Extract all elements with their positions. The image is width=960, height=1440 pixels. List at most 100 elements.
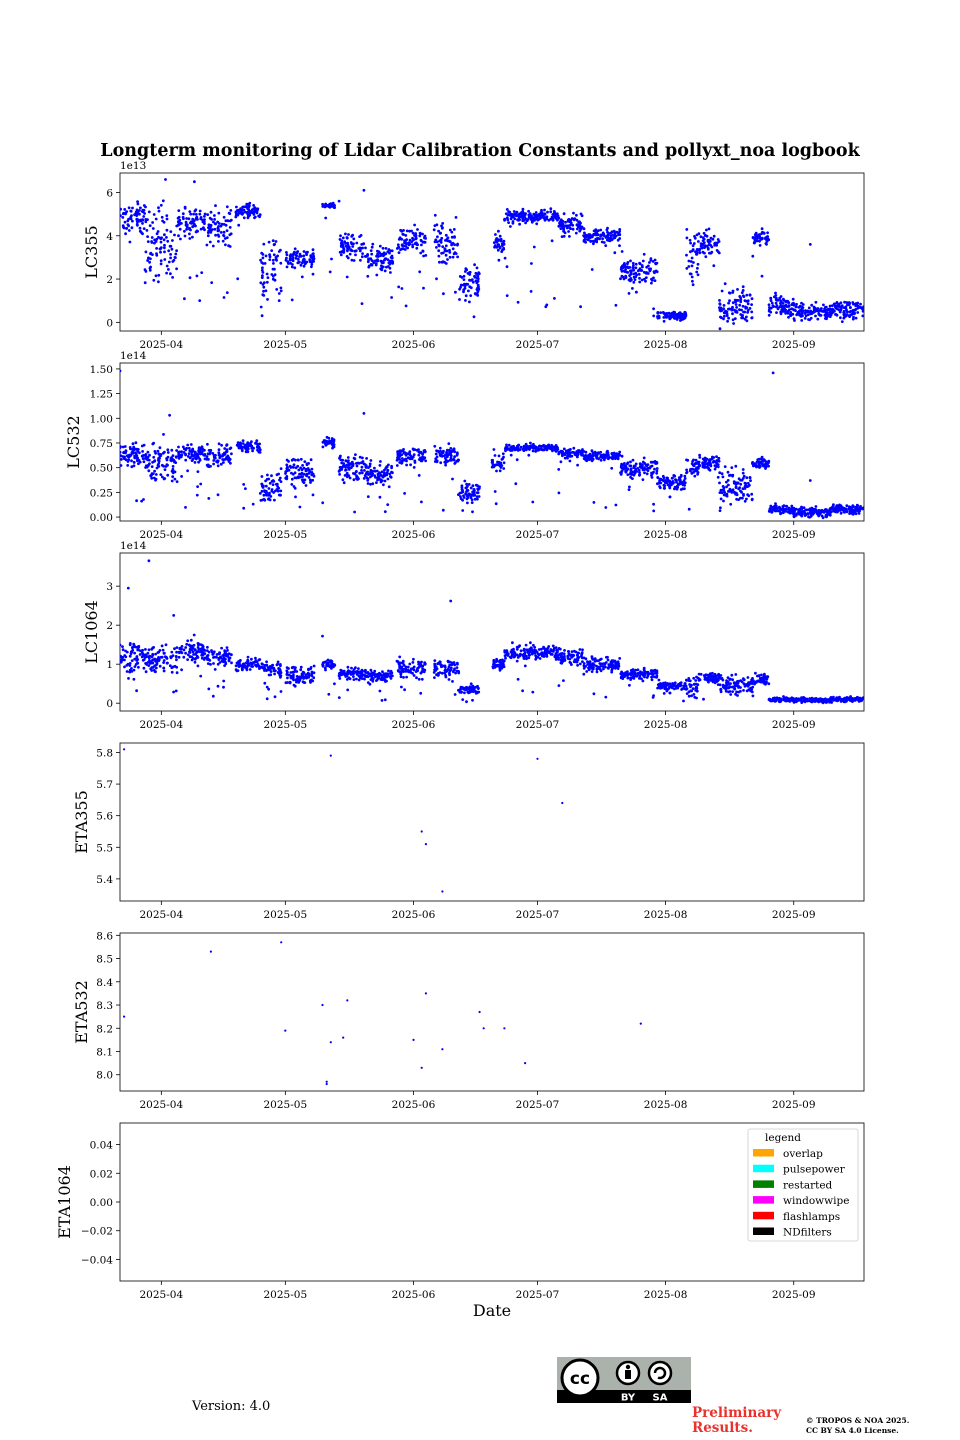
data-point — [679, 473, 683, 477]
data-point — [144, 250, 148, 254]
data-point — [461, 283, 465, 287]
data-point — [446, 236, 450, 240]
data-point — [806, 512, 810, 516]
data-point — [568, 226, 572, 230]
data-point — [557, 451, 561, 454]
data-point — [378, 251, 382, 255]
x-tick-label: 2025-06 — [392, 339, 436, 351]
data-point — [537, 448, 541, 452]
data-point — [265, 660, 268, 664]
data-point — [271, 483, 275, 486]
data-point — [698, 453, 701, 457]
data-point — [741, 285, 745, 289]
data-point — [715, 455, 718, 458]
data-point — [380, 674, 384, 677]
data-point — [174, 655, 178, 658]
data-point — [209, 448, 213, 452]
data-point — [538, 444, 541, 448]
data-point — [728, 291, 732, 295]
data-point — [741, 289, 745, 292]
data-point — [557, 491, 561, 495]
data-point — [745, 319, 749, 323]
data-point — [707, 243, 711, 247]
data-point — [273, 278, 277, 282]
data-point — [717, 251, 721, 255]
data-point — [418, 663, 422, 667]
data-point — [618, 237, 622, 240]
data-point — [716, 465, 720, 469]
data-point — [166, 239, 170, 243]
data-point — [309, 458, 313, 462]
data-point — [226, 655, 230, 658]
data-point — [222, 660, 225, 664]
data-point — [310, 256, 314, 260]
data-point — [214, 233, 218, 237]
data-point — [225, 236, 229, 240]
data-point — [509, 225, 512, 228]
data-point — [403, 451, 407, 455]
data-point — [285, 251, 288, 254]
data-point — [146, 450, 150, 454]
data-point — [235, 443, 239, 447]
data-point — [582, 234, 585, 238]
data-point — [609, 234, 613, 238]
data-point — [444, 453, 447, 457]
data-point — [373, 474, 377, 477]
data-point — [134, 452, 138, 456]
data-point — [222, 685, 225, 689]
data-point — [367, 258, 370, 262]
data-point — [467, 492, 471, 496]
data-point — [824, 317, 827, 320]
data-point — [206, 234, 210, 238]
data-point — [638, 473, 642, 477]
data-point — [744, 482, 748, 485]
y-tick-label: 0.25 — [90, 487, 113, 499]
data-point — [851, 301, 855, 304]
data-point — [771, 508, 775, 511]
data-point — [767, 303, 771, 307]
data-point — [507, 443, 511, 447]
data-point — [415, 448, 419, 452]
data-point — [337, 199, 341, 203]
data-point — [648, 268, 652, 272]
data-point — [374, 262, 378, 265]
data-point — [267, 487, 271, 490]
data-point — [273, 273, 277, 277]
data-point — [624, 274, 628, 278]
data-point — [273, 672, 276, 676]
data-point — [158, 456, 162, 460]
data-point — [727, 316, 730, 320]
data-point — [822, 303, 825, 307]
data-point — [652, 314, 656, 318]
data-point — [207, 497, 211, 500]
data-point — [609, 231, 613, 235]
data-point — [354, 253, 357, 257]
data-point — [151, 460, 155, 464]
data-point — [579, 227, 583, 231]
data-point — [296, 258, 300, 261]
data-point — [304, 673, 308, 677]
data-point — [196, 470, 200, 473]
data-point — [469, 294, 473, 297]
data-point — [390, 466, 393, 470]
data-point — [604, 244, 608, 248]
data-point — [311, 272, 315, 276]
data-point — [559, 460, 563, 464]
data-point — [311, 493, 315, 497]
data-point — [708, 239, 712, 243]
data-point — [741, 316, 745, 320]
data-point — [690, 264, 694, 268]
data-point — [246, 441, 250, 444]
data-point — [360, 465, 364, 469]
data-point — [127, 206, 131, 210]
data-point — [445, 249, 449, 253]
data-point — [279, 467, 283, 470]
data-point — [301, 475, 304, 479]
data-point — [310, 260, 314, 264]
data-point — [170, 479, 174, 483]
data-point — [128, 662, 132, 665]
data-point — [159, 240, 163, 244]
data-point — [293, 684, 297, 688]
data-point — [381, 670, 384, 674]
data-point — [594, 237, 598, 241]
